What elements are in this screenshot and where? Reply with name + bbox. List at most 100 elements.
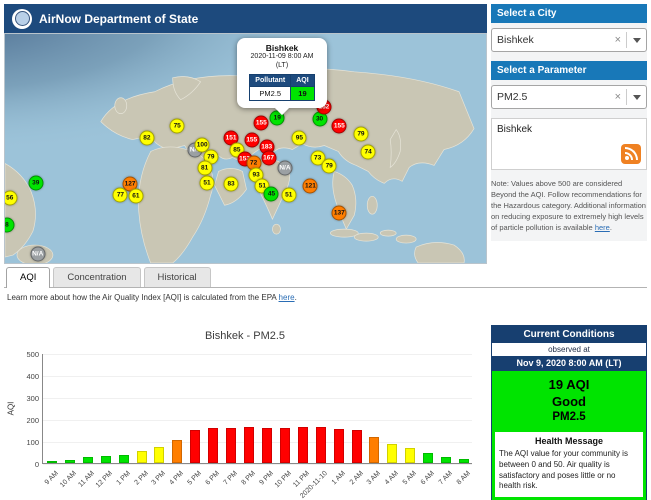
x-tick-label: 7 PM bbox=[223, 470, 240, 487]
chart-y-axis-label: AQI bbox=[6, 402, 15, 416]
map-marker[interactable]: 79 bbox=[322, 158, 337, 173]
x-tick-label: 1 AM bbox=[330, 470, 346, 486]
select-city-header: Select a City bbox=[491, 4, 647, 23]
x-tick-label: 5 AM bbox=[402, 470, 418, 486]
chart-bar[interactable] bbox=[405, 448, 415, 463]
map-marker[interactable]: 61 bbox=[128, 189, 143, 204]
map-marker[interactable]: 83 bbox=[224, 176, 239, 191]
popup-table: Pollutant AQI PM2.5 19 bbox=[249, 74, 314, 101]
gridline bbox=[43, 442, 472, 443]
x-tick-label: 9 AM bbox=[44, 470, 60, 486]
chart-bar[interactable] bbox=[137, 451, 147, 463]
city-select[interactable]: Bishkek × bbox=[491, 28, 647, 52]
x-tick-label: 12 PM bbox=[94, 470, 113, 489]
chart-bar[interactable] bbox=[154, 447, 164, 463]
y-tick-label: 400 bbox=[26, 372, 39, 381]
rss-icon[interactable] bbox=[621, 144, 641, 164]
clear-city-icon[interactable]: × bbox=[610, 34, 626, 46]
chart-bar[interactable] bbox=[423, 453, 433, 463]
app-header: AirNow Department of State bbox=[4, 4, 487, 33]
world-map[interactable]: 39568N/A82751277761N/A100791518151831631… bbox=[4, 33, 487, 264]
map-marker[interactable]: 74 bbox=[361, 144, 376, 159]
chevron-down-icon[interactable] bbox=[626, 89, 641, 105]
chart-bar[interactable] bbox=[262, 428, 272, 463]
chart-bar[interactable] bbox=[441, 457, 451, 463]
x-tick-label: 4 AM bbox=[384, 470, 400, 486]
chart-bar[interactable] bbox=[459, 459, 469, 463]
map-marker[interactable]: 155 bbox=[244, 133, 259, 148]
map-marker[interactable]: 51 bbox=[200, 175, 215, 190]
current-aqi-block: 19 AQI Good PM2.5 bbox=[492, 371, 646, 429]
map-marker[interactable]: 82 bbox=[139, 131, 154, 146]
chart-bar[interactable] bbox=[172, 440, 182, 463]
x-tick-label: 2 AM bbox=[348, 470, 364, 486]
parameter-select[interactable]: PM2.5 × bbox=[491, 85, 647, 109]
chart-bar[interactable] bbox=[101, 456, 111, 463]
chart-bar[interactable] bbox=[352, 430, 362, 463]
current-aqi-category: Good bbox=[552, 394, 586, 409]
chart-bar[interactable] bbox=[316, 427, 326, 463]
map-marker[interactable]: 167 bbox=[261, 150, 276, 165]
y-tick-label: 100 bbox=[26, 438, 39, 447]
tabs: AQIConcentrationHistorical bbox=[4, 267, 647, 288]
feed-city-label: Bishkek bbox=[497, 124, 532, 135]
current-conditions-panel: Current Conditions observed at Nov 9, 20… bbox=[491, 325, 647, 500]
epa-here-link[interactable]: here bbox=[279, 293, 295, 302]
map-marker[interactable]: 75 bbox=[170, 118, 185, 133]
chart-bar[interactable] bbox=[190, 430, 200, 463]
page-title: AirNow Department of State bbox=[39, 12, 198, 26]
x-tick-label: 7 AM bbox=[438, 470, 454, 486]
gridline bbox=[43, 464, 472, 465]
x-tick-label: 3 PM bbox=[151, 470, 168, 487]
chart-bar[interactable] bbox=[226, 428, 236, 463]
tab-aqi[interactable]: AQI bbox=[6, 267, 50, 288]
map-marker[interactable]: 79 bbox=[353, 126, 368, 141]
chevron-down-icon[interactable] bbox=[626, 32, 641, 48]
chart-bar[interactable] bbox=[47, 461, 57, 463]
clear-parameter-icon[interactable]: × bbox=[610, 91, 626, 103]
current-parameter: PM2.5 bbox=[552, 411, 585, 423]
y-tick-label: 300 bbox=[26, 394, 39, 403]
map-marker[interactable]: 95 bbox=[292, 131, 307, 146]
map-marker[interactable]: 121 bbox=[303, 179, 318, 194]
learn-more-text: Learn more about how the Air Quality Ind… bbox=[7, 293, 297, 302]
sidebar: Select a City Bishkek × Select a Paramet… bbox=[491, 4, 647, 241]
x-tick-label: 5 PM bbox=[187, 470, 204, 487]
map-marker[interactable]: 39 bbox=[28, 175, 43, 190]
x-tick-label: 11 AM bbox=[77, 470, 96, 489]
chart-bar[interactable] bbox=[280, 428, 290, 463]
chart-title: Bishkek - PM2.5 bbox=[2, 330, 488, 342]
map-marker[interactable]: N/A bbox=[30, 246, 45, 261]
gridline bbox=[43, 398, 472, 399]
x-tick-label: 8 PM bbox=[240, 470, 257, 487]
x-tick-label: 6 AM bbox=[420, 470, 436, 486]
note-here-link[interactable]: here bbox=[595, 223, 610, 232]
chart-bar[interactable] bbox=[387, 444, 397, 463]
tab-historical[interactable]: Historical bbox=[144, 267, 211, 287]
map-marker[interactable]: 77 bbox=[113, 188, 128, 203]
map-marker[interactable]: 81 bbox=[197, 160, 212, 175]
health-message-title: Health Message bbox=[499, 436, 639, 446]
chart-bar[interactable] bbox=[298, 427, 308, 463]
map-marker[interactable]: 155 bbox=[254, 116, 269, 131]
map-marker[interactable]: 155 bbox=[332, 118, 347, 133]
chart-bar[interactable] bbox=[244, 427, 254, 463]
city-select-value: Bishkek bbox=[497, 34, 610, 46]
chart-bar[interactable] bbox=[119, 455, 129, 463]
popup-datetime: 2020-11-09 8:00 AM (LT) bbox=[242, 53, 322, 71]
map-marker[interactable]: 45 bbox=[264, 187, 279, 202]
chart-bar[interactable] bbox=[334, 429, 344, 463]
chart-bar[interactable] bbox=[83, 457, 93, 463]
y-tick-label: 200 bbox=[26, 416, 39, 425]
chart-bar[interactable] bbox=[208, 428, 218, 463]
map-marker[interactable]: 137 bbox=[332, 205, 347, 220]
chart-bar[interactable] bbox=[369, 437, 379, 463]
select-parameter-header: Select a Parameter bbox=[491, 61, 647, 80]
tab-concentration[interactable]: Concentration bbox=[53, 267, 140, 287]
map-marker[interactable]: 51 bbox=[281, 188, 296, 203]
popup-col-aqi: AQI bbox=[291, 74, 314, 86]
airnow-page: AirNow Department of State bbox=[0, 0, 651, 500]
chart-bar[interactable] bbox=[65, 460, 75, 463]
map-marker[interactable]: N/A bbox=[277, 160, 292, 175]
gridline bbox=[43, 420, 472, 421]
